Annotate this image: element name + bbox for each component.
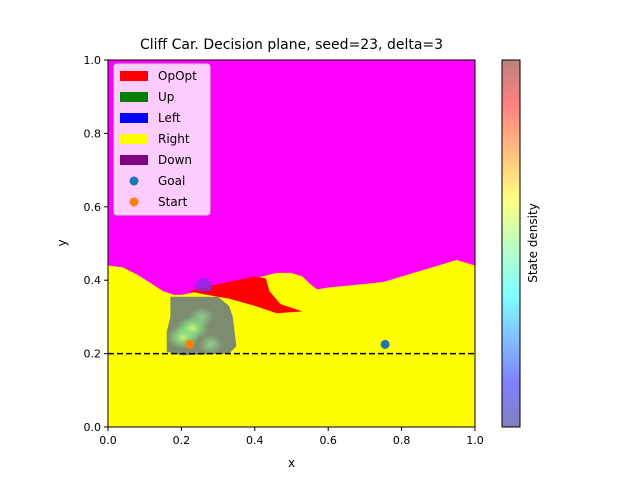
legend-label: Start — [158, 195, 188, 209]
legend: OpOpt Up Left Right Down Goal Start — [113, 63, 211, 216]
x-tick-label: 0.4 — [246, 434, 264, 447]
legend-swatch — [120, 71, 148, 81]
legend-swatch — [120, 155, 148, 165]
y-tick-label: 0.2 — [84, 348, 102, 361]
legend-label: Down — [158, 153, 192, 167]
x-tick-label: 0.6 — [319, 434, 337, 447]
opopt-region — [188, 276, 303, 314]
legend-marker — [129, 176, 139, 186]
y-tick-label: 0.0 — [84, 421, 102, 434]
y-tick-label: 0.6 — [84, 201, 102, 214]
colorbar: State density — [501, 59, 540, 428]
density-hotspots — [167, 306, 223, 355]
legend-label: Right — [158, 132, 190, 146]
colorbar-label: State density — [526, 203, 540, 283]
x-tick-label: 0.2 — [173, 434, 191, 447]
x-tick-label: 0.8 — [393, 434, 411, 447]
legend-swatch — [120, 134, 148, 144]
down-region — [194, 278, 213, 292]
plot-area — [108, 60, 475, 427]
y-tick-label: 1.0 — [84, 54, 102, 67]
y-tick-label: 0.8 — [84, 127, 102, 140]
x-axis-ticks: 0.0 0.2 0.4 0.6 0.8 1.0 — [99, 427, 484, 447]
colorbar-gradient — [501, 59, 521, 428]
legend-items: OpOpt Up Left Right Down Goal Start — [120, 69, 197, 209]
axes-frame — [107, 59, 476, 428]
y-tick-label: 0.4 — [84, 274, 102, 287]
start-point — [184, 339, 194, 349]
legend-swatch — [120, 113, 148, 123]
y-axis-ticks: 0.0 0.2 0.4 0.6 0.8 1.0 — [84, 54, 108, 434]
density-hotspot — [198, 334, 223, 355]
legend-marker — [129, 197, 139, 207]
chart-title: Cliff Car. Decision plane, seed=23, delt… — [140, 37, 443, 53]
y-axis-label: y — [55, 239, 69, 246]
legend-label: Up — [158, 90, 174, 104]
goal-point — [380, 339, 390, 349]
legend-label: Left — [158, 111, 181, 125]
x-axis-label: x — [288, 456, 295, 470]
legend-label: OpOpt — [158, 69, 197, 83]
x-tick-label: 1.0 — [466, 434, 484, 447]
x-tick-label: 0.0 — [99, 434, 117, 447]
density-hotspot — [176, 315, 209, 340]
legend-swatch — [120, 92, 148, 102]
legend-label: Goal — [158, 174, 185, 188]
